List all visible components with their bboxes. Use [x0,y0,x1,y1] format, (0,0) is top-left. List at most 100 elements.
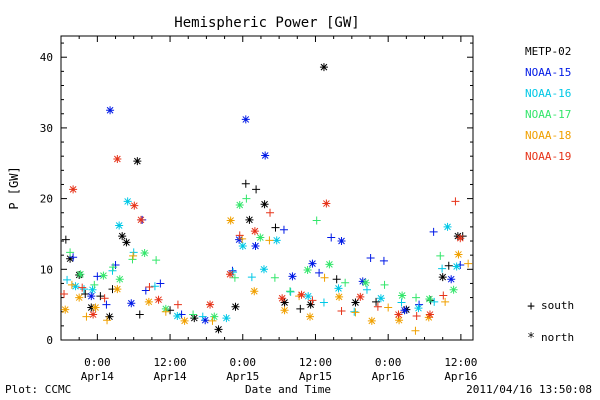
south-point-marker [78,283,87,292]
north-point-marker [367,316,376,325]
north-point-marker [280,298,289,307]
south-point-marker [102,300,111,309]
north-point-marker [122,238,131,247]
south-point-marker [308,296,317,305]
south-point-marker [332,275,341,284]
x-tick-label-time: 0:00 [230,356,257,369]
south-point-marker [327,233,336,242]
x-tick-label-date: Apr14 [81,370,114,383]
south-point-marker [412,311,421,320]
north-point-marker [71,282,80,291]
series-noaa-18 [61,216,473,335]
north-point-marker [395,316,404,325]
x-tick-label-date: Apr16 [444,370,477,383]
south-point-marker [141,286,150,295]
south-point-marker [156,279,165,288]
legend-entry-noaa-15: NOAA-15 [525,66,571,79]
x-tick-label-time: 0:00 [375,356,402,369]
x-tick-label-date: Apr14 [153,370,186,383]
north-point-marker [201,316,210,325]
south-point-marker [397,298,406,307]
south-point-marker [439,291,448,300]
south-point-marker [351,308,360,317]
y-tick-label: 0 [46,334,53,347]
north-point-marker [250,287,259,296]
south-point-marker [319,298,328,307]
south-point-marker [279,225,288,234]
south-point-marker [286,287,295,296]
south-point-marker [152,256,161,265]
south-point-marker [247,273,256,282]
north-point-marker [256,233,265,242]
north-point-marker [414,304,423,313]
y-axis-label: P [GW] [7,166,21,209]
south-point-marker [129,251,138,260]
north-point-marker [398,291,407,300]
north-point-marker [87,303,96,312]
north-point-marker [250,227,259,236]
north-point-marker [66,254,75,263]
south-point-marker [82,312,91,321]
north-point-marker [304,292,313,301]
south-point-marker [362,285,371,294]
north-point-marker [206,300,215,309]
south-point-marker [241,179,250,188]
south-point-marker [93,272,102,281]
north-point-marker [337,237,346,246]
south-point-marker [129,248,138,257]
south-point-marker [145,282,154,291]
south-point-marker [63,275,72,284]
south-point-marker [235,231,244,240]
south-point-marker [109,263,118,272]
x-tick-label-time: 12:00 [299,356,332,369]
south-point-marker [350,307,359,316]
north-point-marker [306,300,315,309]
south-point-marker [464,259,473,268]
x-tick-label-time: 0:00 [84,356,111,369]
north-point-marker [75,293,84,302]
legend-entry-noaa-17: NOAA-17 [525,108,571,121]
south-point-marker [189,310,198,319]
legend-entry-metp-02: METP-02 [525,45,571,58]
south-point-marker [252,185,261,194]
north-point-marker [452,262,461,271]
legend-entry-noaa-19: NOAA-19 [525,150,571,163]
north-point-marker [231,302,240,311]
x-axis-label: Date and Time [245,383,331,396]
plot-timestamp: 2011/04/16 13:50:08 [466,383,592,396]
north-point-marker [358,277,367,286]
south-point-marker [69,253,78,262]
north-point-marker [154,295,163,304]
north-point-marker [335,292,344,301]
south-point-marker [373,302,382,311]
x-tick-label-time: 12:00 [153,356,186,369]
north-point-marker [334,284,343,293]
x-axis: 0:00Apr1412:00Apr140:00Apr1512:00Apr150:… [60,36,477,396]
north-point-marker [99,271,108,280]
north-point-marker [272,236,281,245]
north-point-marker [235,235,244,244]
south-point-marker [135,310,144,319]
north-point-marker [241,115,250,124]
north-point-marker [447,275,456,284]
north-point-marker [61,305,70,314]
north-point-marker [288,272,297,281]
north-point-marker [425,310,434,319]
north-point-marker [260,200,269,209]
north-point-marker [76,270,85,279]
north-point-marker [210,312,219,321]
symbol-legend: + south * north [527,299,574,346]
north-point-marker [308,259,317,268]
south-point-marker [436,251,445,260]
y-tick-label: 40 [40,51,53,64]
north-point-marker [251,241,260,250]
north-point-marker [259,265,268,274]
north-point-marker [69,185,78,194]
north-point-marker [235,200,244,209]
series-noaa-17 [66,194,458,321]
south-point-marker [103,316,112,325]
north-symbol-glyph: * [527,331,535,346]
north-point-marker [214,325,223,334]
south-point-marker [312,216,321,225]
